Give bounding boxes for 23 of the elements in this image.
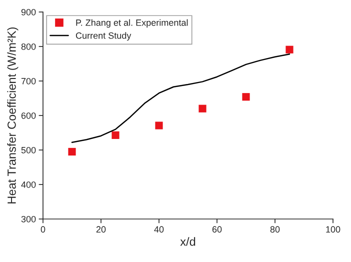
x-tick-label: 100 [326, 226, 340, 233]
point [155, 122, 163, 130]
point [198, 104, 206, 112]
y-axis-title: Heat Transfer Coefficient (W/m²K) [7, 27, 18, 204]
x-tick-label: 20 [96, 226, 106, 233]
point [68, 148, 76, 156]
y-tick-label: 300 [21, 216, 36, 222]
y-tick-label: 800 [21, 43, 36, 50]
x-tick-label: 80 [270, 226, 280, 233]
y-tick-label: 900 [21, 8, 36, 16]
legend-label: Current Study [76, 32, 132, 41]
y-tick-label: 400 [21, 181, 36, 188]
y-tick-label: 500 [21, 146, 36, 154]
x-tick-label: 0 [40, 226, 46, 233]
y-tick-label: 700 [21, 78, 36, 84]
x-tick-label: 40 [154, 226, 164, 233]
x-tick-label: 60 [212, 226, 222, 233]
legend-label: P. Zhang et al. Experimental [76, 19, 188, 28]
y-tick-label: 600 [21, 112, 36, 119]
point [242, 93, 250, 101]
point [286, 46, 294, 54]
point [112, 131, 120, 139]
x-axis-title: x/d [180, 237, 196, 246]
